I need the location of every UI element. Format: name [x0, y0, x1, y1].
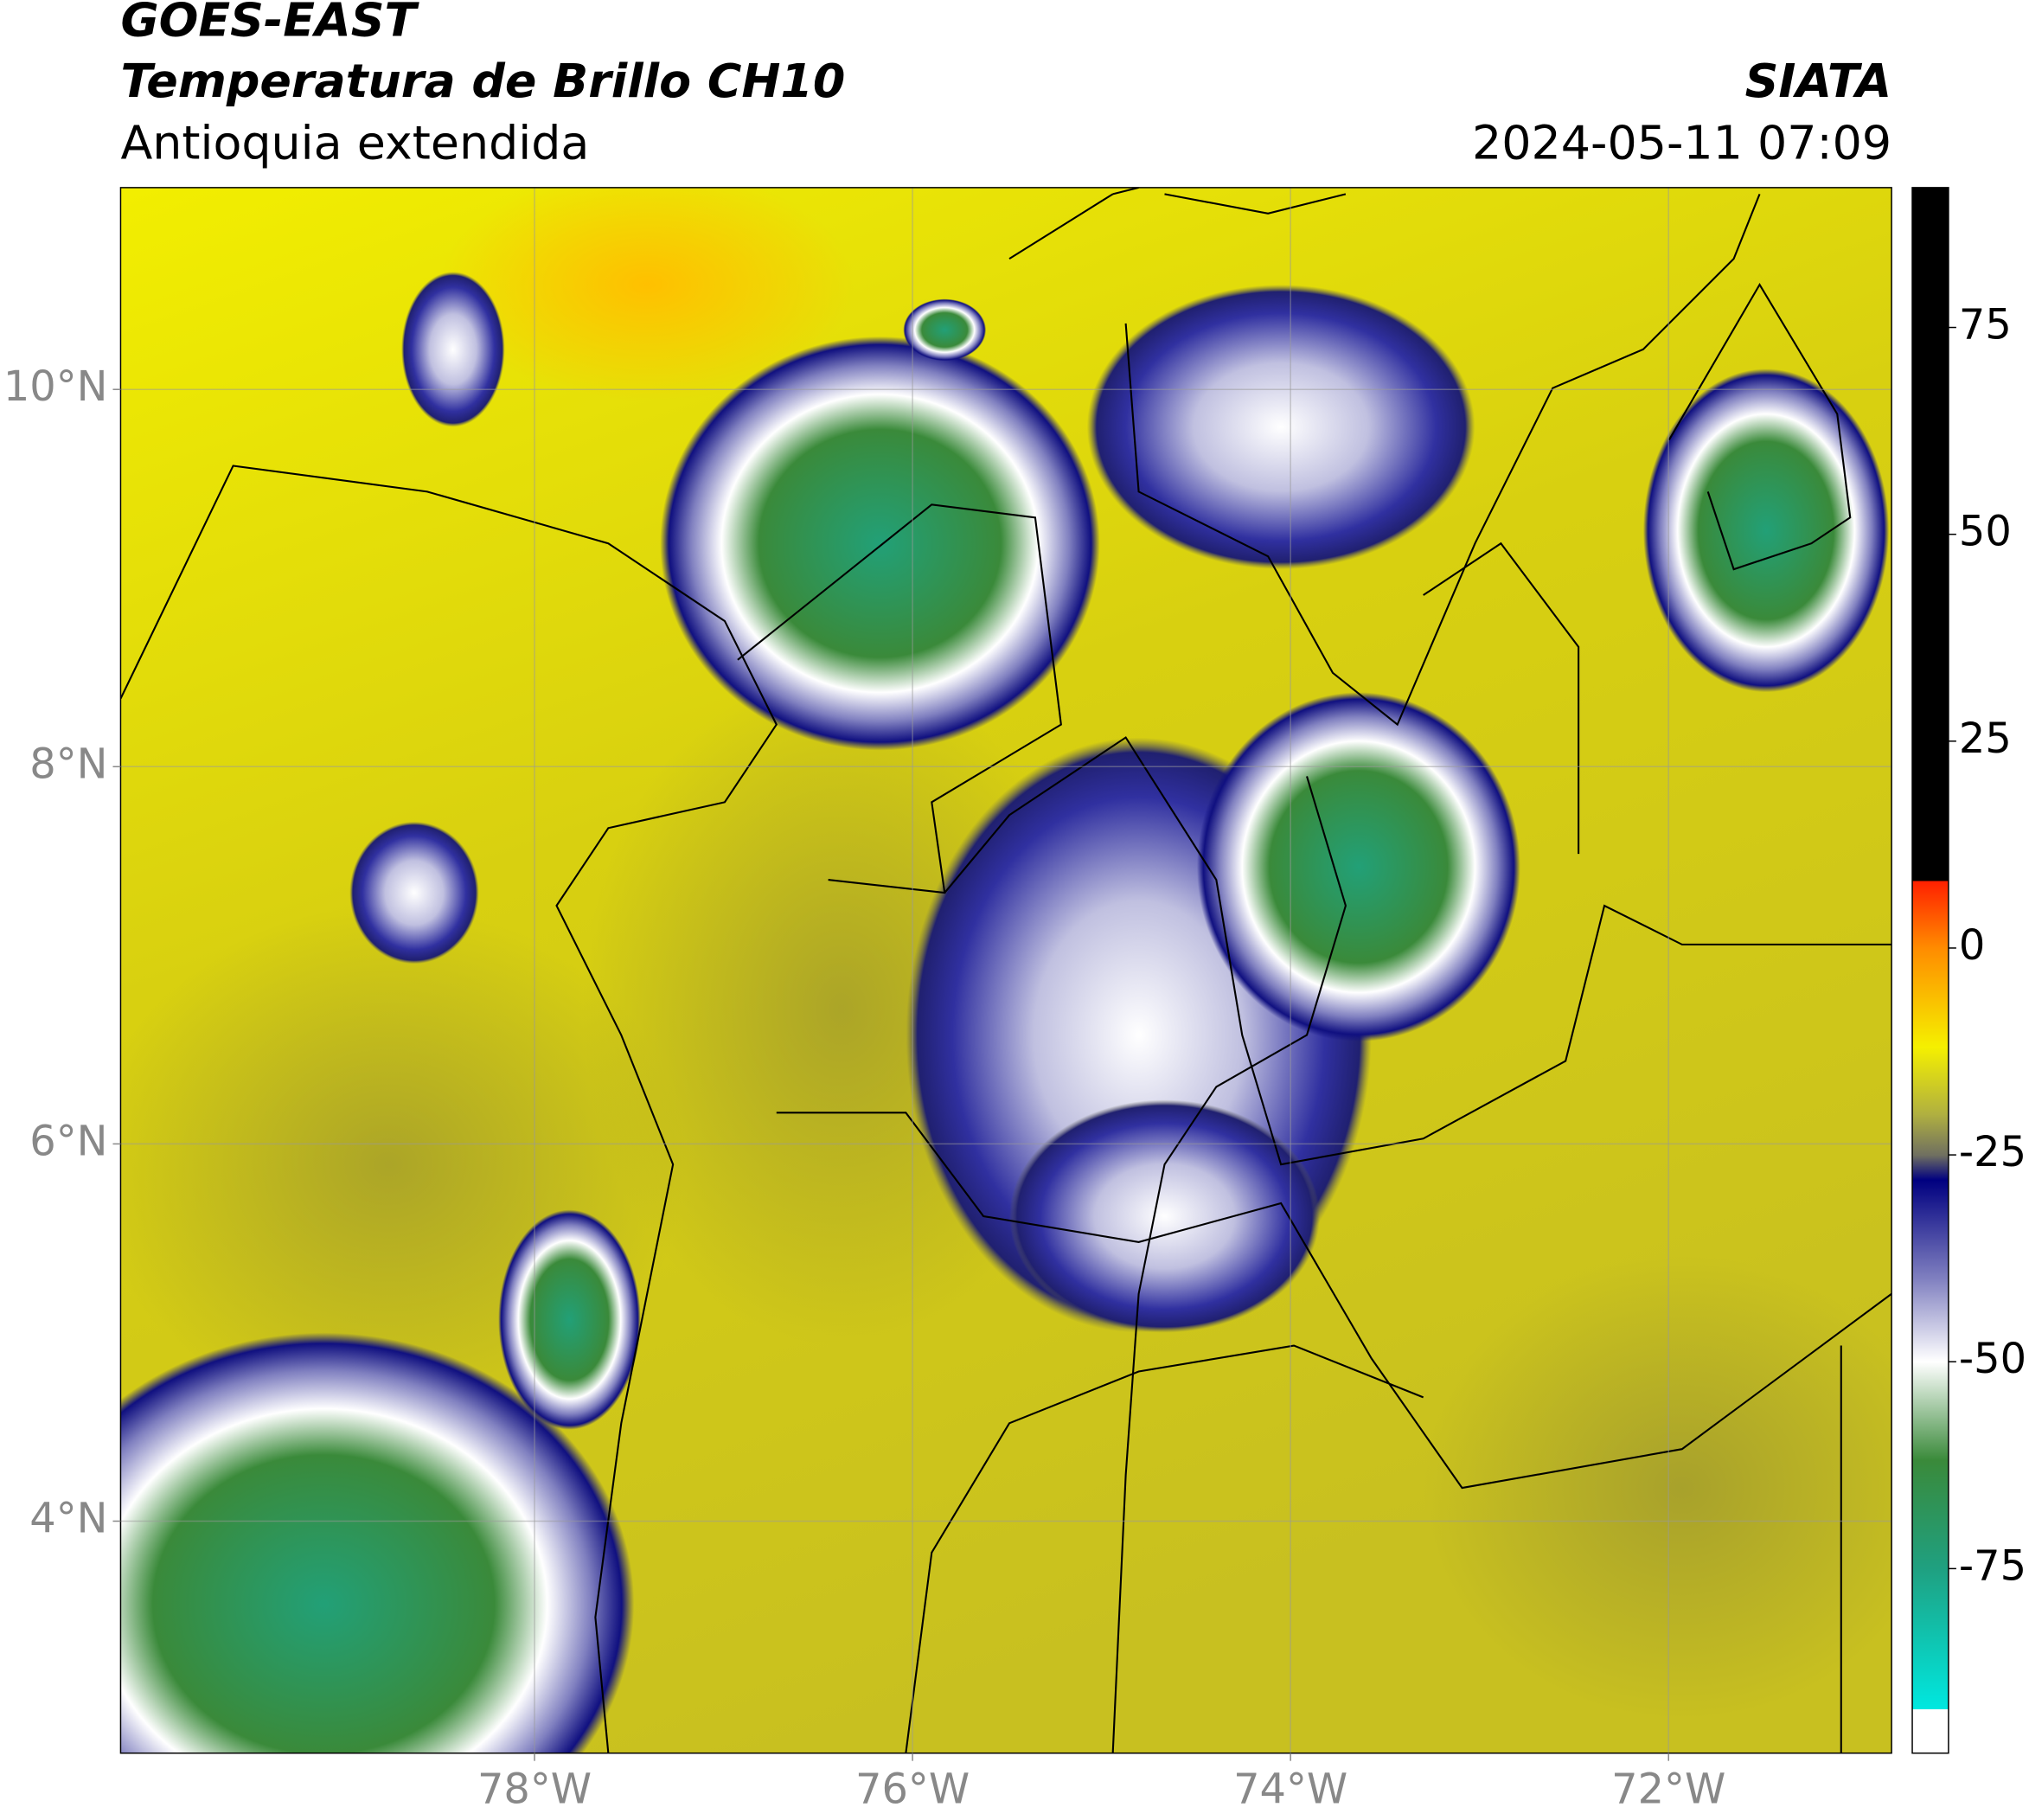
storm: [1642, 368, 1890, 693]
border: [1667, 283, 1852, 571]
datetime: 2024-05-11 07:09: [1472, 116, 1891, 170]
colorbar: [1911, 187, 1949, 1754]
title: GOES-EAST: [120, 0, 419, 48]
source: SIATA: [1745, 54, 1892, 108]
map: [120, 187, 1892, 1753]
map-frame: [119, 187, 1892, 1754]
colorbar-tick-label: 50: [1959, 509, 2012, 556]
y-tick-label: 4°N: [29, 1496, 107, 1543]
colorbar-tick-label: 75: [1959, 302, 2012, 349]
x-tick-label: 72°W: [1611, 1766, 1725, 1814]
border: [1423, 542, 1580, 855]
colorbar-tick-label: 0: [1959, 922, 1985, 970]
cloud: [401, 272, 505, 427]
subtitle: Temperatura de Brillo CH10: [120, 54, 845, 108]
x-tick-label: 76°W: [855, 1766, 970, 1814]
border: [944, 736, 1892, 1166]
storm: [1196, 692, 1520, 1042]
cloud: [1086, 285, 1475, 570]
colorbar-tick-label: -50: [1959, 1336, 2026, 1383]
border: [1008, 187, 1347, 260]
x-tick-label: 78°W: [477, 1766, 592, 1814]
y-tick-label: 8°N: [29, 740, 107, 788]
storm: [903, 298, 987, 362]
region: Antioquia extendida: [120, 116, 589, 170]
storm: [660, 336, 1100, 751]
border: [1111, 776, 1347, 1753]
border: [1124, 193, 1761, 727]
y-tick-label: 6°N: [29, 1118, 107, 1165]
storm: [120, 1332, 635, 1753]
cloud: [349, 821, 479, 964]
colorbar-tick-label: -75: [1959, 1542, 2026, 1590]
x-tick-label: 74°W: [1233, 1766, 1347, 1814]
y-tick-label: 10°N: [3, 363, 108, 411]
cloud: [1009, 1099, 1320, 1333]
border: [120, 465, 778, 1753]
border: [905, 1344, 1842, 1753]
olive-area: [1423, 1254, 1892, 1721]
border: [737, 503, 1062, 894]
colorbar-tick-label: 25: [1959, 715, 2012, 763]
grid: [120, 187, 1892, 1753]
storm: [498, 1209, 641, 1430]
warm-area: [439, 187, 854, 401]
colorbar-tick-label: -25: [1959, 1129, 2026, 1176]
border: [776, 1112, 1892, 1490]
